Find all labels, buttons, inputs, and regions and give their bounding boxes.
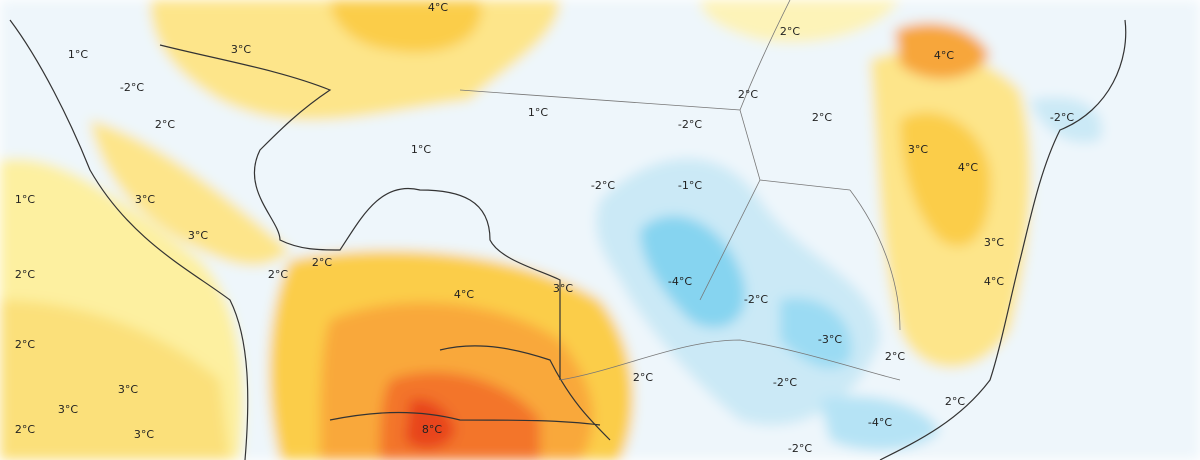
temperature-label: 4°C <box>934 49 954 62</box>
temperature-label: -4°C <box>868 416 892 429</box>
temperature-label: 1°C <box>15 193 35 206</box>
temperature-label: 3°C <box>908 143 928 156</box>
temperature-label: 1°C <box>528 106 548 119</box>
temperature-label: 3°C <box>135 193 155 206</box>
temperature-label: -2°C <box>788 442 812 455</box>
temperature-label: -1°C <box>678 179 702 192</box>
temperature-label: 4°C <box>984 275 1004 288</box>
temperature-label: 4°C <box>428 1 448 14</box>
temperature-label: 2°C <box>633 371 653 384</box>
temperature-label: 2°C <box>312 256 332 269</box>
temperature-label: 3°C <box>118 383 138 396</box>
temperature-label: 2°C <box>885 350 905 363</box>
temperature-label: -2°C <box>773 376 797 389</box>
temperature-label: 2°C <box>15 268 35 281</box>
temperature-label: 3°C <box>553 282 573 295</box>
temperature-label: -2°C <box>1050 111 1074 124</box>
temperature-label: -2°C <box>591 179 615 192</box>
temperature-label: 2°C <box>812 111 832 124</box>
temperature-label: 4°C <box>958 161 978 174</box>
temperature-label: 3°C <box>58 403 78 416</box>
temperature-label: 2°C <box>155 118 175 131</box>
temperature-label: 2°C <box>738 88 758 101</box>
temperature-label: 3°C <box>134 428 154 441</box>
temperature-label: 3°C <box>231 43 251 56</box>
temperature-label: 2°C <box>15 423 35 436</box>
temperature-label: 2°C <box>15 338 35 351</box>
labels: 4°C 3°C 1°C -2°C 2°C 1°C 1°C -2°C 2°C 2°C 2°C 4°C -2… <box>15 1 1074 455</box>
temperature-label: 2°C <box>268 268 288 281</box>
temperature-label: -2°C <box>744 293 768 306</box>
temperature-label: 4°C <box>454 288 474 301</box>
temperature-label: 1°C <box>68 48 88 61</box>
temperature-label: -2°C <box>678 118 702 131</box>
temperature-label: 8°C <box>422 423 442 436</box>
temperature-label: -4°C <box>668 275 692 288</box>
temperature-label: -2°C <box>120 81 144 94</box>
temperature-label: 1°C <box>411 143 431 156</box>
temperature-label: 2°C <box>945 395 965 408</box>
temperature-label: 3°C <box>188 229 208 242</box>
borders <box>9 0 1127 460</box>
temperature-label: -3°C <box>818 333 842 346</box>
temperature-label: 2°C <box>780 25 800 38</box>
temperature-label: 3°C <box>984 236 1004 249</box>
